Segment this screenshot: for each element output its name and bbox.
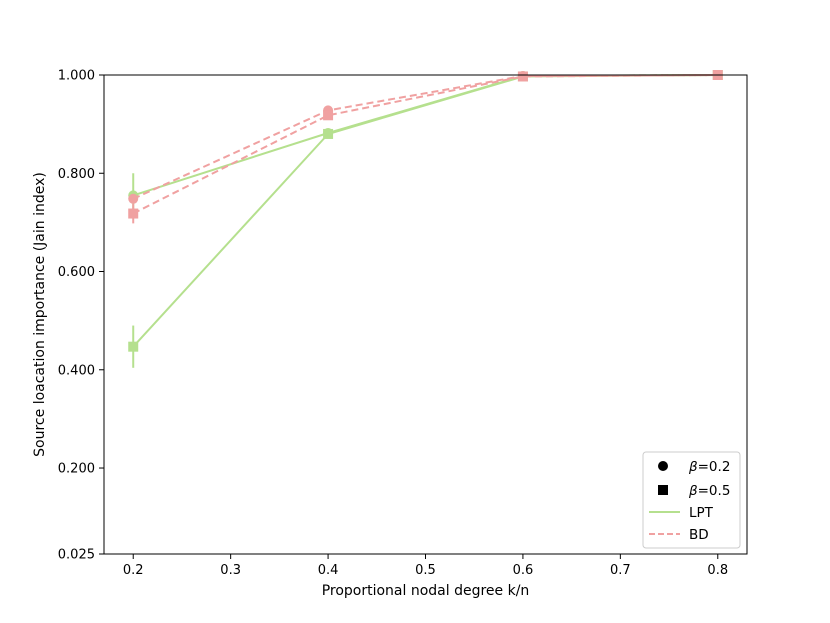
legend-circle-marker	[658, 461, 668, 471]
x-tick-label: 0.2	[123, 563, 144, 578]
data-point-square	[128, 341, 139, 352]
y-tick-label: 0.400	[58, 363, 95, 378]
legend-line-label: LPT	[689, 505, 714, 521]
legend-square-marker	[658, 485, 668, 495]
legend-marker-label: β=0.5	[688, 483, 730, 499]
legend: β=0.2 β=0.5 LPT BD	[642, 451, 741, 549]
series-line-bd-beta-02	[132, 74, 718, 200]
y-tick-label: 0.800	[58, 167, 95, 182]
series-line-lpt-beta-05	[132, 74, 719, 348]
x-tick-label: 0.5	[415, 563, 436, 578]
y-tick-label: 0.025	[58, 548, 95, 563]
data-point-square	[128, 208, 139, 219]
y-tick-label: 0.600	[58, 265, 95, 280]
x-tick-label: 0.3	[220, 563, 241, 578]
legend-box	[642, 451, 741, 549]
x-tick-label: 0.8	[707, 563, 728, 578]
y-tick-label: 1.000	[58, 69, 95, 84]
legend-line-label: BD	[689, 527, 709, 543]
legend-marker-label: β=0.2	[688, 459, 730, 475]
data-point-square	[323, 128, 334, 139]
x-axis-title: Proportional nodal degree k/n	[322, 583, 530, 599]
y-tick-label: 0.200	[58, 462, 95, 477]
data-point-square	[517, 71, 528, 82]
axes: 0.2 0.3 0.4 0.5 0.6 0.7 0.8 0.025 0.200 0.400 0.60…	[58, 69, 728, 579]
series-line-bd-beta-05	[132, 74, 718, 215]
x-tick-label: 0.6	[513, 563, 534, 578]
data-point-square	[323, 110, 334, 121]
plot-area	[128, 70, 723, 368]
data-point-circle	[128, 193, 139, 204]
x-tick-label: 0.4	[318, 563, 339, 578]
x-tick-label: 0.7	[610, 563, 631, 578]
y-axis-title: Source loacation importance (Jain index)	[32, 172, 48, 457]
